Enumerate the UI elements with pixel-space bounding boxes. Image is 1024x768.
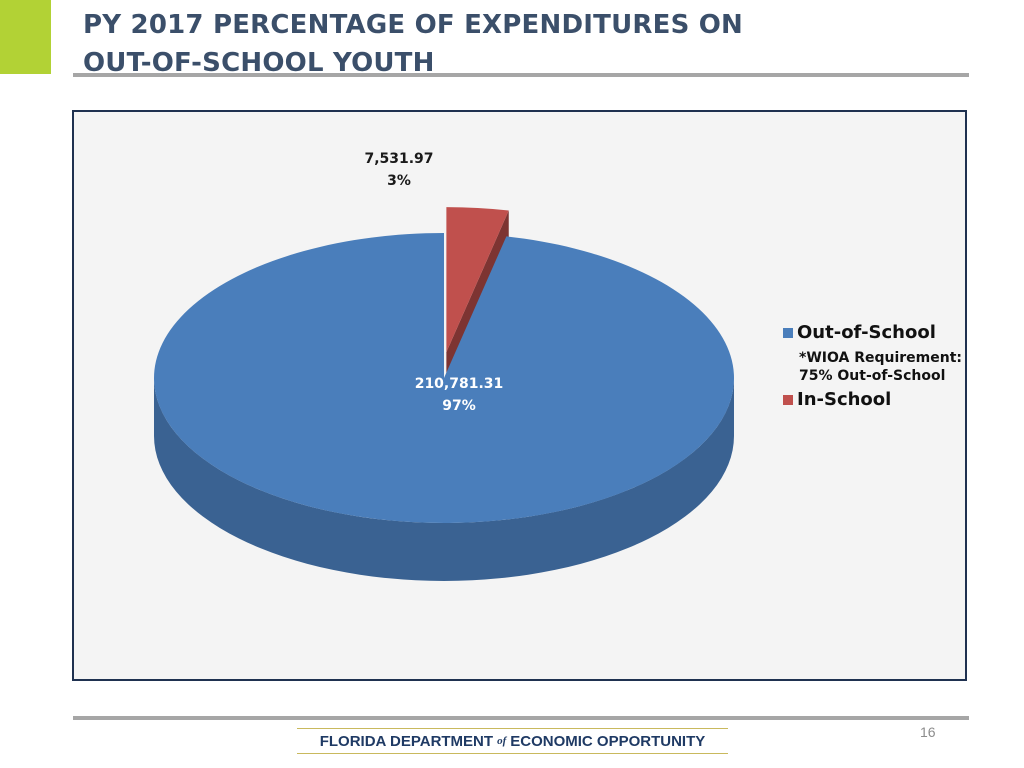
- legend-label-out-of-school: Out-of-School: [797, 322, 936, 343]
- pie-slice-in-school: [446, 207, 509, 353]
- title-line-1: PY 2017 PERCENTAGE OF EXPENDITURES ON: [83, 10, 744, 40]
- slide-title: PY 2017 PERCENTAGE OF EXPENDITURES ON OU…: [83, 6, 743, 82]
- chart-area: 7,531.97 3% 210,781.31 97% Out-of-School…: [72, 110, 967, 681]
- fdeo-logo: FLORIDA DEPARTMENT of ECONOMIC OPPORTUNI…: [297, 728, 728, 754]
- title-divider: [73, 73, 969, 77]
- out-of-school-percent-label: 97%: [442, 398, 476, 414]
- in-school-percent-label: 3%: [387, 173, 411, 189]
- pie-wall-out-of-school-0: [154, 378, 734, 581]
- legend-note-line-1: *WIOA Requirement:: [799, 350, 963, 366]
- pie-slice-out-of-school: [153, 233, 734, 523]
- chart-legend: Out-of-School *WIOA Requirement: 75% Out…: [783, 322, 973, 410]
- legend-swatch-in-school: [783, 394, 793, 405]
- legend-note: *WIOA Requirement: 75% Out-of-School: [799, 349, 973, 385]
- legend-note-line-2: 75% Out-of-School: [799, 368, 946, 384]
- logo-text-of: of: [497, 735, 507, 747]
- legend-item-out-of-school: Out-of-School: [783, 322, 973, 343]
- in-school-value-label: 7,531.97: [364, 151, 434, 167]
- legend-label-in-school: In-School: [797, 389, 892, 410]
- legend-swatch-out-of-school: [783, 327, 793, 338]
- pie-chart: [153, 207, 734, 581]
- out-of-school-value-label: 210,781.31: [414, 376, 504, 392]
- footer-divider: [73, 716, 969, 720]
- accent-block: [0, 0, 51, 74]
- data-label-out-of-school: 210,781.31 97%: [384, 373, 534, 417]
- page-number: 16: [920, 724, 936, 740]
- data-label-in-school: 7,531.97 3%: [334, 148, 464, 192]
- logo-text-part2: ECONOMIC OPPORTUNITY: [510, 732, 706, 750]
- legend-item-in-school: In-School: [783, 389, 973, 410]
- logo-text-part1: FLORIDA DEPARTMENT: [319, 732, 494, 750]
